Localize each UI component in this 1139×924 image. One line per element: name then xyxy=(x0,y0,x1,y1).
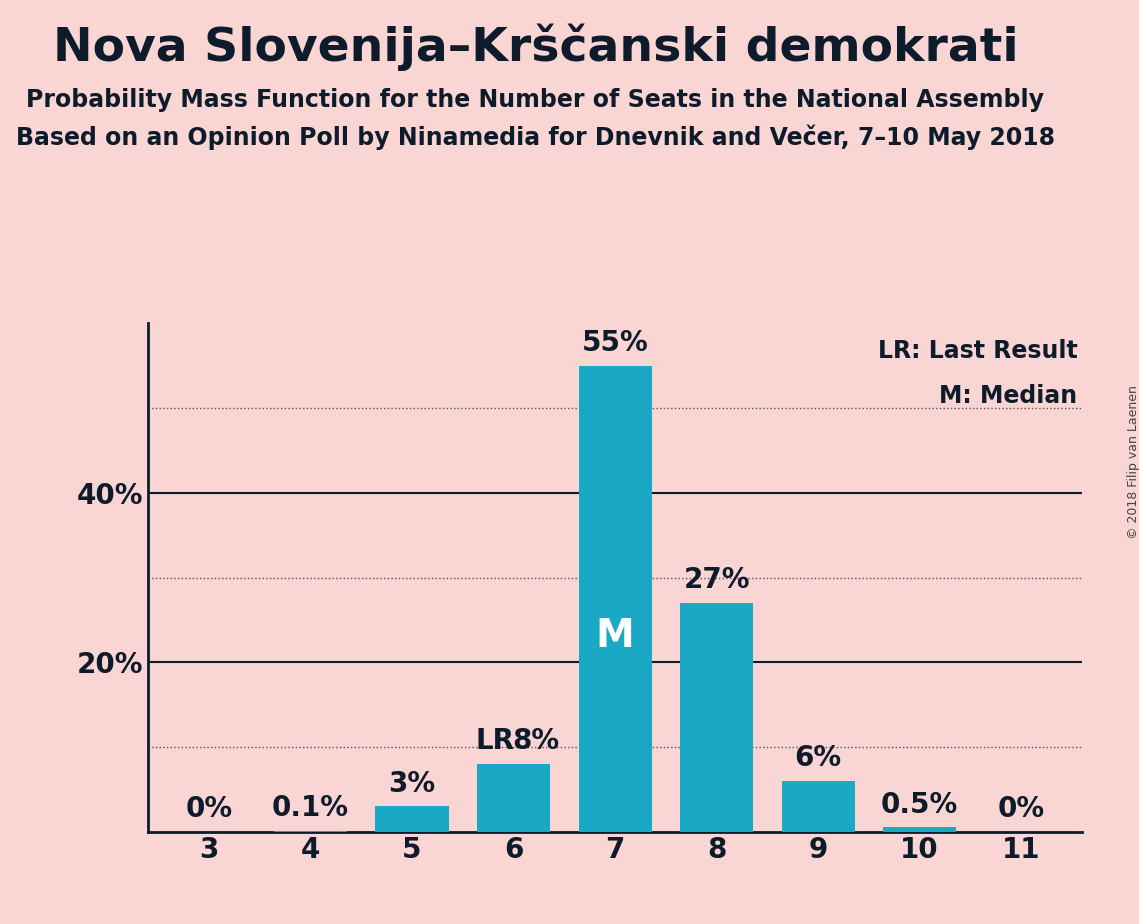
Text: 8%: 8% xyxy=(513,727,559,756)
Text: 55%: 55% xyxy=(582,329,648,358)
Text: 6%: 6% xyxy=(795,745,842,772)
Text: 0%: 0% xyxy=(186,796,232,823)
Text: Based on an Opinion Poll by Ninamedia for Dnevnik and Večer, 7–10 May 2018: Based on an Opinion Poll by Ninamedia fo… xyxy=(16,125,1055,151)
Text: 27%: 27% xyxy=(683,566,749,594)
Bar xyxy=(680,602,753,832)
Bar xyxy=(579,366,652,832)
Text: 0.5%: 0.5% xyxy=(880,791,958,819)
Text: 0%: 0% xyxy=(998,796,1044,823)
Bar xyxy=(477,764,550,832)
Text: Nova Slovenija–Krščanski demokrati: Nova Slovenija–Krščanski demokrati xyxy=(52,23,1018,70)
Text: M: Median: M: Median xyxy=(940,384,1077,408)
Text: LR: LR xyxy=(476,727,515,756)
Text: LR: Last Result: LR: Last Result xyxy=(878,338,1077,362)
Text: 3%: 3% xyxy=(388,770,435,797)
Text: © 2018 Filip van Laenen: © 2018 Filip van Laenen xyxy=(1126,385,1139,539)
Text: Probability Mass Function for the Number of Seats in the National Assembly: Probability Mass Function for the Number… xyxy=(26,88,1044,112)
Text: 0.1%: 0.1% xyxy=(272,795,349,822)
Bar xyxy=(376,806,449,832)
Bar xyxy=(883,827,956,832)
Bar xyxy=(781,781,854,832)
Text: M: M xyxy=(596,617,634,655)
